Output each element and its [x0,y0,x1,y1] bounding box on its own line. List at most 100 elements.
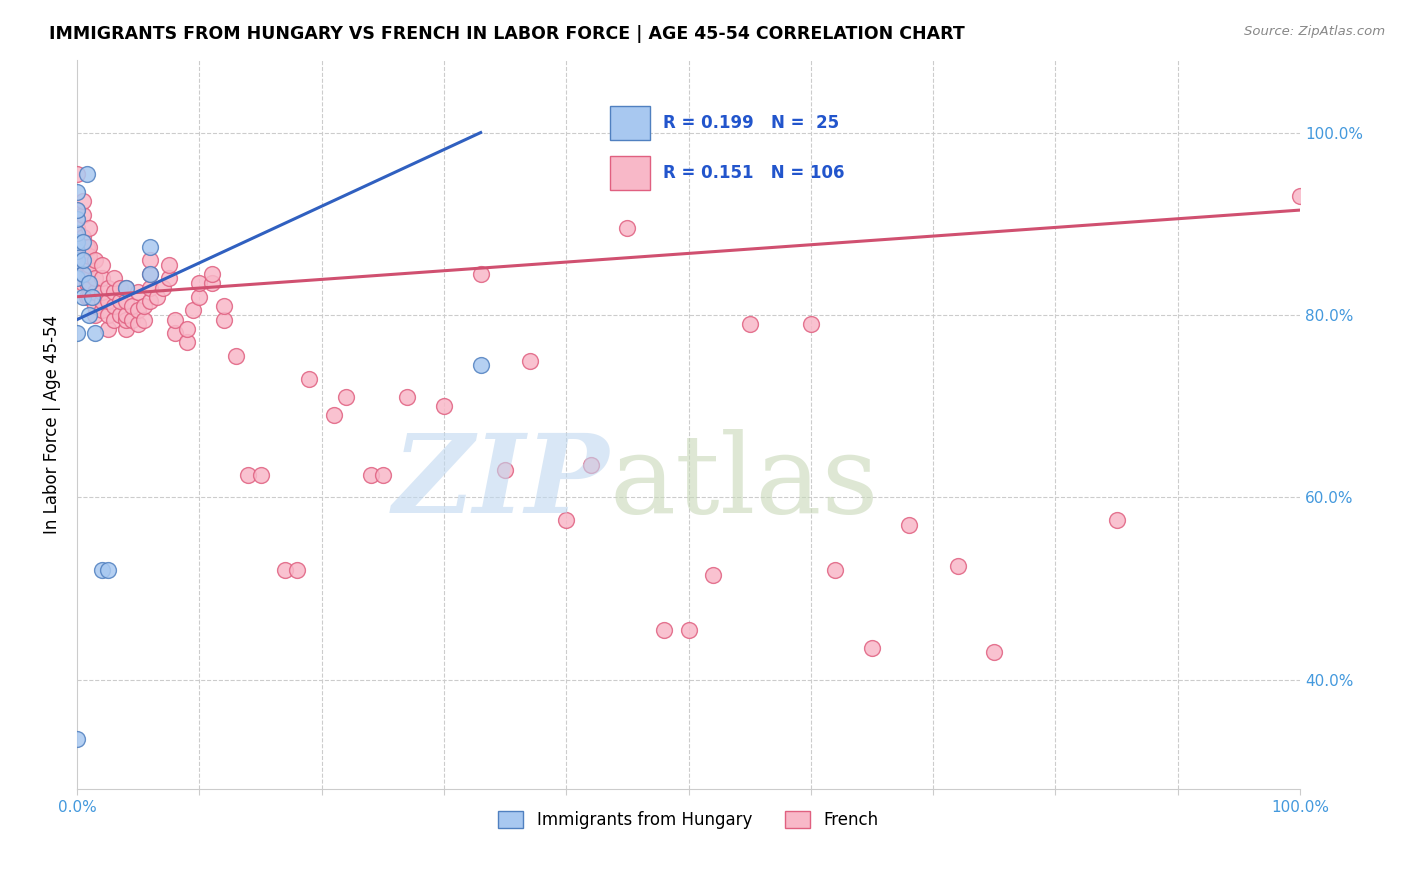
Point [1289,189,1312,203]
Point [72,253,94,268]
Point [79,267,101,281]
Point [79,308,101,322]
Point [470,267,492,281]
Point [97,308,120,322]
Point [298,372,321,386]
Point [188,276,211,290]
Point [519,353,541,368]
Point [652,623,675,637]
Point [396,390,419,404]
Text: atlas: atlas [609,429,879,536]
Point [800,317,823,331]
Point [1105,513,1128,527]
Point [738,317,761,331]
Point [79,276,101,290]
Point [66,212,89,227]
Point [163,326,186,341]
Point [72,235,94,249]
Point [66,203,89,218]
Point [80,290,103,304]
Point [152,280,174,294]
Point [157,271,180,285]
Point [103,299,125,313]
Text: Source: ZipAtlas.com: Source: ZipAtlas.com [1244,25,1385,38]
Point [127,317,149,331]
Point [285,563,308,577]
Point [97,563,120,577]
Point [139,253,162,268]
Point [115,280,138,294]
Point [433,399,456,413]
Point [494,463,516,477]
Point [188,290,211,304]
Point [181,303,204,318]
Point [66,235,89,249]
Point [84,308,107,322]
Point [66,167,89,181]
Point [76,276,98,290]
Point [555,513,578,527]
Point [76,290,98,304]
Point [72,249,94,263]
Point [139,294,162,309]
Point [139,280,162,294]
Point [66,253,89,268]
Legend: Immigrants from Hungary, French: Immigrants from Hungary, French [492,804,886,836]
Point [79,276,101,290]
Point [72,276,94,290]
Point [103,285,125,300]
Point [79,258,101,272]
Point [121,299,143,313]
Point [212,299,235,313]
Point [121,312,143,326]
Point [579,458,602,473]
Point [115,321,138,335]
Point [115,312,138,326]
Point [72,194,94,208]
Point [97,294,120,309]
Point [79,239,101,253]
Point [103,312,125,326]
Point [983,645,1005,659]
Point [84,271,107,285]
Point [90,303,112,318]
Point [212,312,235,326]
Point [72,208,94,222]
Point [66,221,89,235]
Point [76,258,98,272]
Point [72,290,94,304]
Point [163,312,186,326]
Point [97,321,120,335]
Point [115,308,138,322]
Text: IMMIGRANTS FROM HUNGARY VS FRENCH IN LABOR FORCE | AGE 45-54 CORRELATION CHART: IMMIGRANTS FROM HUNGARY VS FRENCH IN LAB… [49,25,965,43]
Point [139,267,162,281]
Point [90,285,112,300]
Point [678,623,700,637]
Point [824,563,846,577]
Point [134,312,156,326]
Point [616,221,638,235]
Point [90,294,112,309]
Point [72,258,94,272]
Point [201,276,224,290]
Point [66,226,89,240]
Point [72,230,94,244]
Point [90,271,112,285]
Point [108,294,131,309]
Point [322,409,344,423]
Point [470,358,492,372]
Point [76,239,98,253]
Point [90,563,112,577]
Point [115,280,138,294]
Point [66,203,89,218]
Point [897,517,920,532]
Text: ZIP: ZIP [392,429,609,536]
Point [66,271,89,285]
Point [946,558,969,573]
Point [249,467,271,482]
Point [176,321,198,335]
Point [145,290,167,304]
Point [702,568,724,582]
Point [103,271,125,285]
Point [72,267,94,281]
